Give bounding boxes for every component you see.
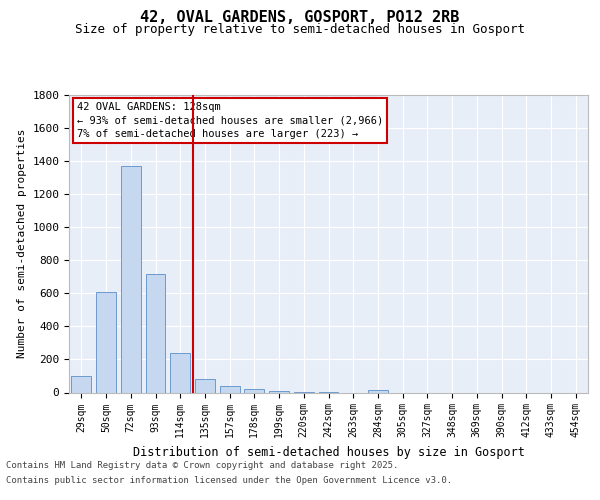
Y-axis label: Number of semi-detached properties: Number of semi-detached properties bbox=[17, 129, 27, 358]
Bar bbox=[220, 386, 239, 392]
Bar bbox=[96, 292, 116, 392]
Bar bbox=[244, 389, 264, 392]
Text: 42, OVAL GARDENS, GOSPORT, PO12 2RB: 42, OVAL GARDENS, GOSPORT, PO12 2RB bbox=[140, 10, 460, 25]
Text: Contains public sector information licensed under the Open Government Licence v3: Contains public sector information licen… bbox=[6, 476, 452, 485]
Bar bbox=[195, 380, 215, 392]
Bar bbox=[71, 376, 91, 392]
Bar bbox=[368, 390, 388, 392]
Bar bbox=[269, 391, 289, 392]
X-axis label: Distribution of semi-detached houses by size in Gosport: Distribution of semi-detached houses by … bbox=[133, 446, 524, 459]
Bar bbox=[121, 166, 140, 392]
Text: 42 OVAL GARDENS: 128sqm
← 93% of semi-detached houses are smaller (2,966)
7% of : 42 OVAL GARDENS: 128sqm ← 93% of semi-de… bbox=[77, 102, 383, 139]
Bar bbox=[170, 353, 190, 393]
Bar bbox=[146, 274, 166, 392]
Text: Contains HM Land Registry data © Crown copyright and database right 2025.: Contains HM Land Registry data © Crown c… bbox=[6, 461, 398, 470]
Text: Size of property relative to semi-detached houses in Gosport: Size of property relative to semi-detach… bbox=[75, 22, 525, 36]
